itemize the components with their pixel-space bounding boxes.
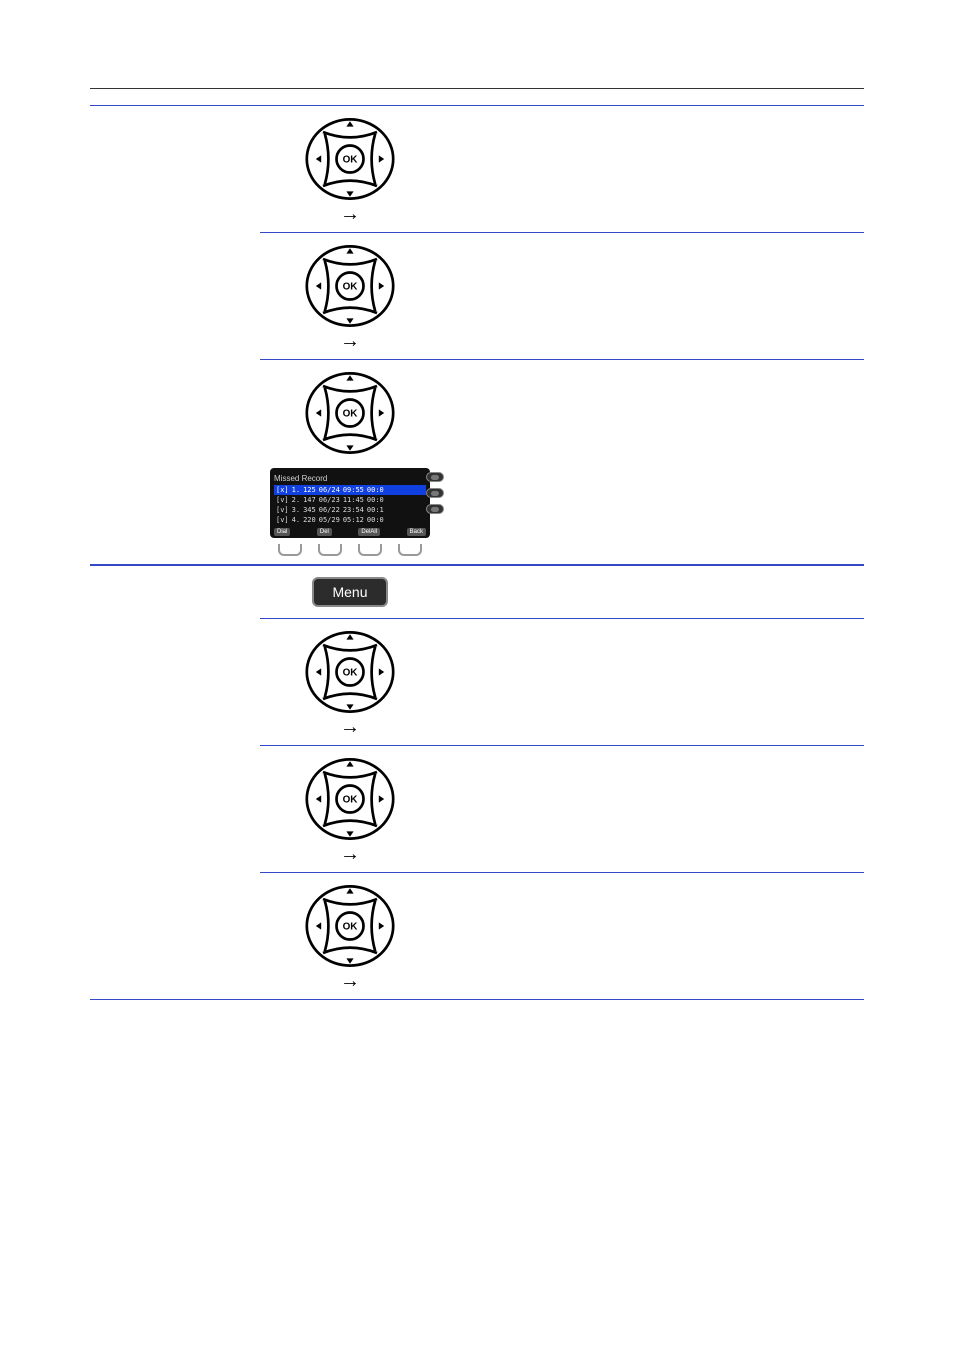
- instruction-table: OK → OK: [90, 105, 864, 1000]
- svg-text:OK: OK: [343, 155, 359, 166]
- label-cell: [90, 105, 260, 233]
- arrow-next-icon: →: [340, 204, 360, 224]
- side-button-icon: [426, 488, 444, 498]
- menu-button[interactable]: Menu: [312, 577, 387, 607]
- arrow-next-icon: →: [340, 971, 360, 991]
- screen-softkeys: Dial Del DelAll Back: [274, 528, 426, 536]
- svg-text:OK: OK: [343, 282, 359, 293]
- side-button-icon: [426, 504, 444, 514]
- desc-cell: [440, 360, 864, 565]
- label-cell: [90, 619, 260, 746]
- label-cell: [90, 873, 260, 1000]
- dpad-icon: OK: [305, 754, 395, 844]
- softkey-icon: [358, 544, 382, 556]
- screen-row: [v]2.14706/2311:4500:0: [274, 495, 426, 505]
- desc-cell: [440, 105, 864, 233]
- softkey-buttons: [270, 544, 430, 556]
- desc-cell: [440, 233, 864, 360]
- screen-row: [x]1.12506/2409:5500:0: [274, 485, 426, 495]
- svg-text:OK: OK: [343, 668, 359, 679]
- softkey-icon: [318, 544, 342, 556]
- arrow-next-icon: →: [340, 717, 360, 737]
- svg-text:OK: OK: [343, 409, 359, 420]
- desc-cell: [440, 619, 864, 746]
- arrow-next-icon: →: [340, 844, 360, 864]
- step-cell: OK →: [260, 233, 440, 360]
- step-cell: OK →: [260, 746, 440, 873]
- desc-cell: [440, 746, 864, 873]
- dpad-icon: OK: [305, 627, 395, 717]
- screen-title: Missed Record: [274, 474, 426, 483]
- step-cell: OK →: [260, 873, 440, 1000]
- desc-cell: [440, 565, 864, 619]
- softkey-icon: [398, 544, 422, 556]
- svg-text:OK: OK: [343, 795, 359, 806]
- phone-screen: Missed Record [x]1.12506/2409:5500:0 [v]…: [270, 468, 430, 538]
- svg-text:OK: OK: [343, 922, 359, 933]
- label-cell: [90, 233, 260, 360]
- step-cell: OK →: [260, 619, 440, 746]
- screen-row: [v]4.22005/2905:1200:0: [274, 515, 426, 525]
- step-cell: OK →: [260, 105, 440, 233]
- step-cell-with-screen: OK Missed Record [x]1.12506/2409:5500:0 …: [260, 360, 440, 565]
- label-cell: [90, 746, 260, 873]
- dpad-icon: OK: [305, 114, 395, 204]
- label-cell: [90, 565, 260, 619]
- desc-cell: [440, 873, 864, 1000]
- screen-row: [v]3.34506/2223:5400:1: [274, 505, 426, 515]
- dpad-icon: OK: [305, 241, 395, 331]
- step-cell: Menu: [260, 565, 440, 619]
- label-cell: [90, 360, 260, 565]
- dpad-icon: OK: [305, 881, 395, 971]
- page-divider: [90, 88, 864, 89]
- softkey-icon: [278, 544, 302, 556]
- dpad-icon: OK: [305, 368, 395, 458]
- arrow-next-icon: →: [340, 331, 360, 351]
- side-button-icon: [426, 472, 444, 482]
